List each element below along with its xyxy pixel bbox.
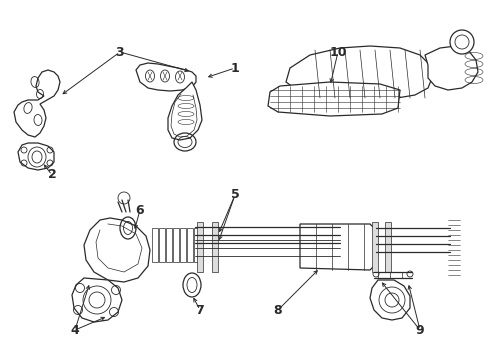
Text: 1: 1	[230, 62, 239, 75]
Polygon shape	[267, 82, 399, 116]
Polygon shape	[14, 70, 60, 137]
Bar	[371, 222, 377, 272]
Circle shape	[449, 30, 473, 54]
Polygon shape	[369, 280, 409, 320]
Polygon shape	[136, 63, 196, 91]
Text: 8: 8	[273, 303, 282, 316]
Text: 10: 10	[328, 45, 346, 58]
Text: 4: 4	[70, 324, 79, 337]
Polygon shape	[285, 46, 431, 102]
Polygon shape	[72, 278, 122, 322]
Bar	[197, 222, 203, 272]
Polygon shape	[424, 46, 477, 90]
Text: 7: 7	[195, 303, 204, 316]
Polygon shape	[84, 218, 150, 282]
Text: 9: 9	[415, 324, 424, 337]
Text: 2: 2	[47, 168, 56, 181]
Polygon shape	[18, 143, 54, 170]
Polygon shape	[168, 82, 202, 140]
Text: 5: 5	[230, 189, 239, 202]
Bar	[384, 222, 390, 272]
Text: 3: 3	[116, 45, 124, 58]
Bar	[212, 222, 218, 272]
Text: 6: 6	[135, 203, 144, 216]
Polygon shape	[299, 224, 375, 270]
